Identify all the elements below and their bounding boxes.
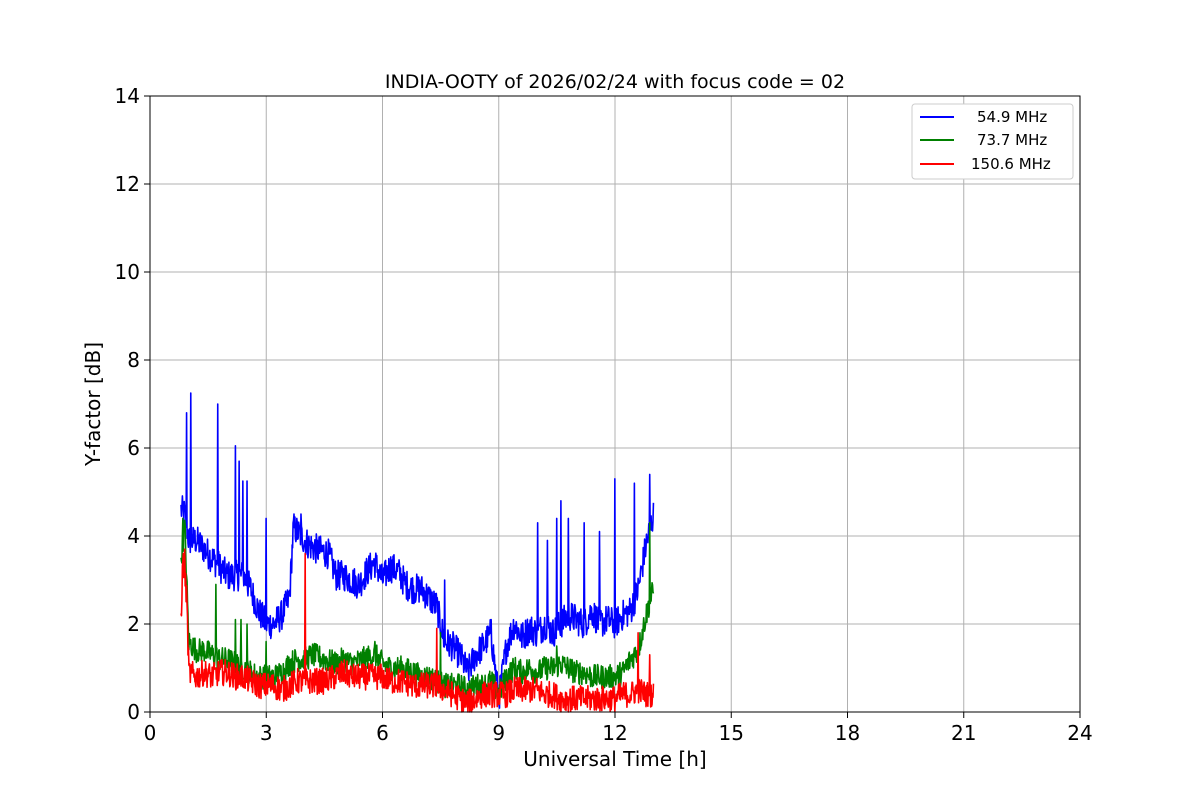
x-tick-label: 15 — [719, 721, 744, 745]
legend-label-73-7: 73.7 MHz — [977, 131, 1047, 149]
x-tick-label: 6 — [376, 721, 389, 745]
y-tick-label: 6 — [127, 436, 140, 460]
y-tick-label: 10 — [115, 260, 140, 284]
y-tick-label: 0 — [127, 700, 140, 724]
x-tick-label: 0 — [144, 721, 157, 745]
x-tick-label: 24 — [1067, 721, 1092, 745]
y-tick-label: 4 — [127, 524, 140, 548]
x-tick-label: 12 — [602, 721, 627, 745]
chart-title: INDIA-OOTY of 2026/02/24 with focus code… — [385, 71, 845, 93]
x-tick-label: 21 — [951, 721, 976, 745]
legend: 54.9 MHz 73.7 MHz 150.6 MHz — [911, 103, 1074, 180]
x-tick-label: 3 — [260, 721, 273, 745]
y-tick-label: 8 — [127, 348, 140, 372]
y-axis-label: Y-factor [dB] — [81, 342, 105, 467]
y-tick-label: 14 — [115, 84, 140, 108]
y-tick-label: 2 — [127, 612, 140, 636]
legend-box — [911, 103, 1074, 180]
legend-label-54-9: 54.9 MHz — [977, 108, 1047, 126]
series-group — [180, 392, 655, 713]
x-tick-label: 18 — [835, 721, 860, 745]
series-line-54-9-mhz — [180, 392, 655, 709]
series-line-150-6-mhz — [180, 548, 655, 713]
x-axis-label: Universal Time [h] — [523, 747, 706, 771]
y-tick-label: 12 — [115, 172, 140, 196]
x-tick-label: 9 — [492, 721, 505, 745]
legend-label-150-6: 150.6 MHz — [971, 155, 1051, 173]
